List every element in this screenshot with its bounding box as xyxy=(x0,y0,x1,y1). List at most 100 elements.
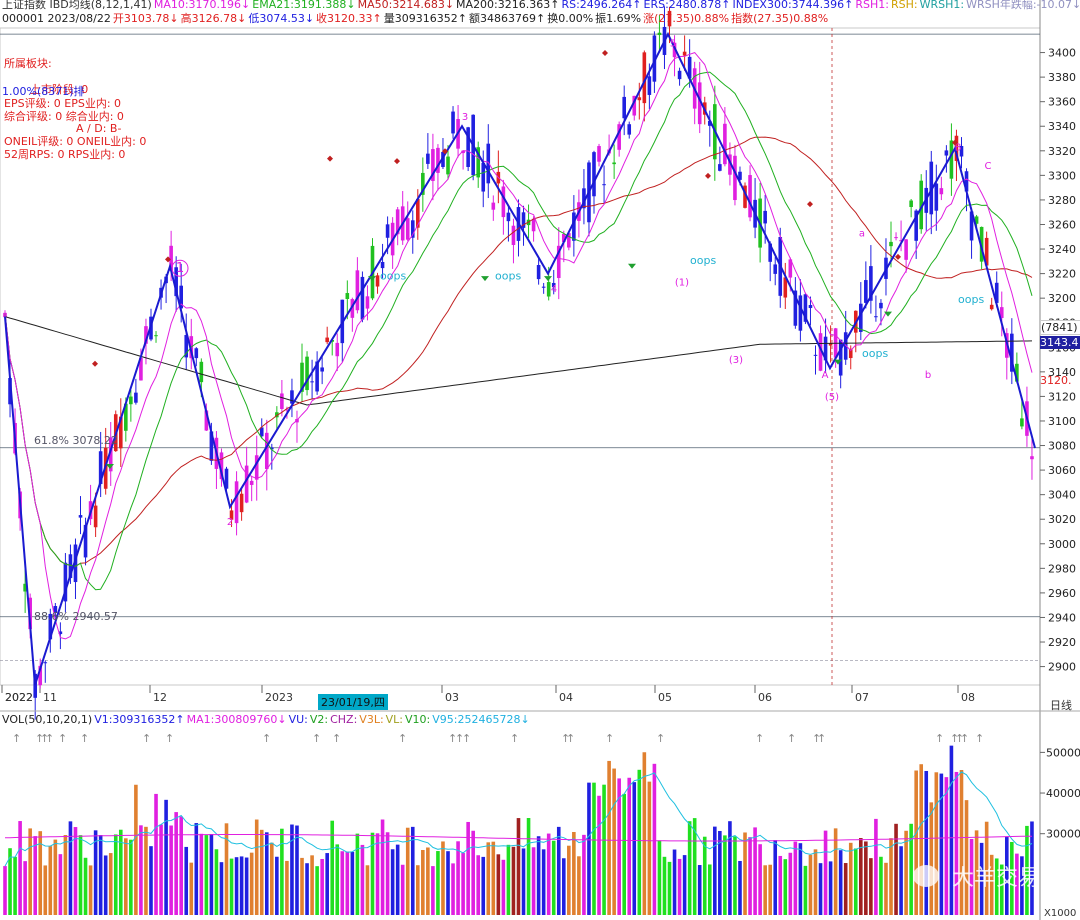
signal-arrow: ↑ xyxy=(462,732,471,745)
volume-bar xyxy=(516,818,521,915)
volume-field-9: V95:252465728↓ xyxy=(432,713,530,726)
signal-arrow: ↑ xyxy=(312,732,321,745)
volume-bar xyxy=(894,823,898,915)
candle-body xyxy=(914,210,918,241)
signal-arrow: ↑ xyxy=(812,732,821,745)
volume-bar xyxy=(773,840,778,915)
indicator-label-6: ERS:2480.878↑ xyxy=(643,0,731,11)
wave-label: 2 xyxy=(227,517,233,528)
volume-bar xyxy=(914,770,918,915)
volume-bar xyxy=(733,836,737,915)
wave-label: (3) xyxy=(729,355,743,366)
trough-marker xyxy=(481,276,489,282)
candle-body xyxy=(743,185,747,208)
candle-body xyxy=(677,70,682,80)
volume-field-6: V3L: xyxy=(359,713,384,726)
candle-body xyxy=(209,431,214,461)
volume-bar xyxy=(441,841,445,915)
volume-bar xyxy=(204,835,209,915)
trough-marker xyxy=(884,311,892,317)
volume-bar xyxy=(395,844,400,915)
candle-body xyxy=(199,361,204,383)
candle-body xyxy=(572,212,576,241)
y-tick-label: 3260 xyxy=(1048,218,1076,231)
x-tick-label: 05 xyxy=(658,691,672,704)
volume-bar xyxy=(828,861,833,915)
candle-body xyxy=(239,493,244,513)
signal-arrow: ↑ xyxy=(455,732,464,745)
candle-body xyxy=(974,216,979,224)
volume-bar xyxy=(436,851,440,915)
side-panel-ad: A / D: B- xyxy=(76,122,122,135)
volume-bar xyxy=(702,836,707,915)
volume-bar xyxy=(98,835,103,915)
candle-body xyxy=(169,245,173,271)
volume-unit: X1000 xyxy=(1044,908,1077,919)
volume-bar xyxy=(310,855,314,915)
volume-bar xyxy=(788,852,793,915)
y-tick-label: 3200 xyxy=(1048,292,1076,305)
volume-bar xyxy=(692,818,697,915)
volume-bar xyxy=(370,832,375,915)
volume-bar xyxy=(1030,821,1034,915)
volume-tick-label: 30000 xyxy=(1046,828,1080,841)
candle-body xyxy=(63,562,68,602)
candle-body xyxy=(315,361,319,392)
candle-body xyxy=(999,307,1004,318)
y-tick-label: 3140 xyxy=(1048,366,1076,379)
candle-body xyxy=(697,82,702,125)
candle-body xyxy=(632,95,637,116)
volume-bar xyxy=(290,824,294,915)
candle-body xyxy=(511,225,516,245)
y-tick-label: 3000 xyxy=(1048,538,1076,551)
volume-bar xyxy=(546,833,551,915)
candle-body xyxy=(627,124,632,135)
volume-bar xyxy=(194,823,199,915)
x-tick-label: 07 xyxy=(855,691,869,704)
volume-bar xyxy=(229,858,234,915)
x-tick-label: 2022 xyxy=(5,691,33,704)
volume-bar xyxy=(43,865,48,915)
candle-body xyxy=(934,183,939,211)
wave-label: 5 xyxy=(670,38,676,49)
signal-arrow: ↑ xyxy=(165,732,174,745)
ma10-line xyxy=(4,52,1033,640)
volume-bar xyxy=(214,849,219,915)
y-tick-label: 3240 xyxy=(1048,243,1076,256)
volume-bar xyxy=(969,838,974,915)
y-tick-label: 2920 xyxy=(1048,636,1076,649)
volume-bar xyxy=(68,821,73,915)
signal-arrow: ↑ xyxy=(935,732,944,745)
candle-body xyxy=(567,233,571,248)
candle-body xyxy=(224,468,229,489)
volume-bar xyxy=(486,842,491,915)
volume-bar xyxy=(23,861,27,915)
candle-body xyxy=(551,282,556,288)
peak-marker xyxy=(92,360,98,367)
signal-arrow: ↑ xyxy=(332,732,341,745)
volume-ma-line xyxy=(4,771,1033,867)
x-tick-label: 2023 xyxy=(265,691,293,704)
volume-bar xyxy=(199,833,204,915)
volume-field-7: VL: xyxy=(385,713,404,726)
candle-body xyxy=(204,410,209,431)
volume-bar xyxy=(758,844,762,915)
volume-bar xyxy=(919,764,924,915)
volume-bar xyxy=(224,823,229,915)
candle-body xyxy=(859,303,863,332)
volume-bar xyxy=(778,855,783,915)
volume-bar xyxy=(864,841,868,915)
volume-bar xyxy=(249,852,254,915)
volume-bar xyxy=(979,842,984,915)
volume-bar xyxy=(768,864,772,915)
candle-body xyxy=(486,143,491,184)
volume-bar xyxy=(536,836,541,915)
y-tick-label: 3020 xyxy=(1048,513,1076,526)
side-panel-title: 所属板块: xyxy=(4,57,52,70)
volume-bar xyxy=(743,832,747,915)
volume-bar xyxy=(416,865,420,915)
volume-tick-label: 50000 xyxy=(1046,746,1080,759)
candle-body xyxy=(83,524,88,558)
volume-bar xyxy=(697,865,702,915)
